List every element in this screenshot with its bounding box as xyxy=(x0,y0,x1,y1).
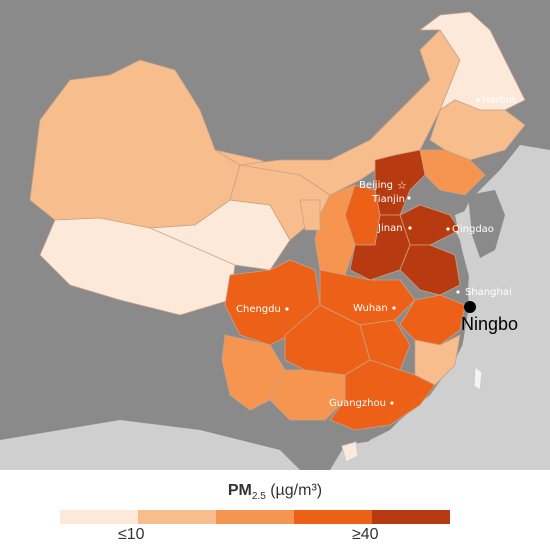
city-labels: Harbin Beijing ☆ Tianjin Jinan Qingdao S… xyxy=(236,95,515,409)
beijing-star-icon: ☆ xyxy=(397,179,407,192)
legend-title-main: PM xyxy=(227,482,252,499)
city-dot xyxy=(456,290,460,294)
legend: PM2.5 (µg/m³) ≤10 ≥40 xyxy=(0,470,550,547)
region-ningxia xyxy=(299,199,321,231)
legend-title: PM2.5 (µg/m³) xyxy=(0,482,550,502)
legend-swatch xyxy=(216,510,294,524)
city-dot xyxy=(392,306,396,310)
legend-swatch xyxy=(138,510,216,524)
legend-title-unit: (µg/m³) xyxy=(265,482,323,499)
ningbo-marker xyxy=(464,301,476,313)
taiwan-land xyxy=(473,366,483,391)
city-label-qingdao: Qingdao xyxy=(452,224,494,235)
sea-area xyxy=(340,270,550,470)
city-dot xyxy=(446,227,450,231)
region-jilin xyxy=(429,99,526,161)
city-label-chengdu: Chengdu xyxy=(236,304,281,315)
china-pm25-map: Ningbo Harbin Beijing ☆ Tianjin Jinan Qi… xyxy=(0,0,550,470)
city-label-wuhan: Wuhan xyxy=(353,303,388,314)
city-label-guangzhou: Guangzhou xyxy=(329,398,386,409)
legend-color-bar xyxy=(60,510,450,524)
city-dot xyxy=(408,226,412,230)
region-liaoning xyxy=(419,149,486,196)
city-dot xyxy=(285,307,289,311)
hainan-land xyxy=(341,441,359,463)
region-yunnan xyxy=(221,334,286,411)
legend-swatch xyxy=(60,510,138,524)
city-dot xyxy=(476,98,480,102)
region-jiangsu xyxy=(399,244,461,296)
ningbo-label: Ningbo xyxy=(461,314,518,334)
korea-land xyxy=(468,190,505,258)
region-hunan xyxy=(359,319,411,371)
city-label-jinan: Jinan xyxy=(377,223,403,234)
region-zhejiang xyxy=(399,294,466,346)
legend-low-label: ≤10 xyxy=(118,526,145,543)
legend-swatch xyxy=(294,510,372,524)
legend-swatch xyxy=(372,510,450,524)
region-guangdong xyxy=(329,359,436,431)
city-label-beijing: Beijing xyxy=(359,180,393,191)
city-label-shanghai: Shanghai xyxy=(465,287,512,298)
city-label-harbin: Harbin xyxy=(482,95,515,106)
city-dot xyxy=(390,401,394,405)
city-dot xyxy=(407,196,411,200)
sea-area xyxy=(0,420,300,470)
legend-title-sub: 2.5 xyxy=(251,491,266,503)
legend-high-label: ≥40 xyxy=(352,526,379,543)
city-label-tianjin: Tianjin xyxy=(371,194,405,205)
